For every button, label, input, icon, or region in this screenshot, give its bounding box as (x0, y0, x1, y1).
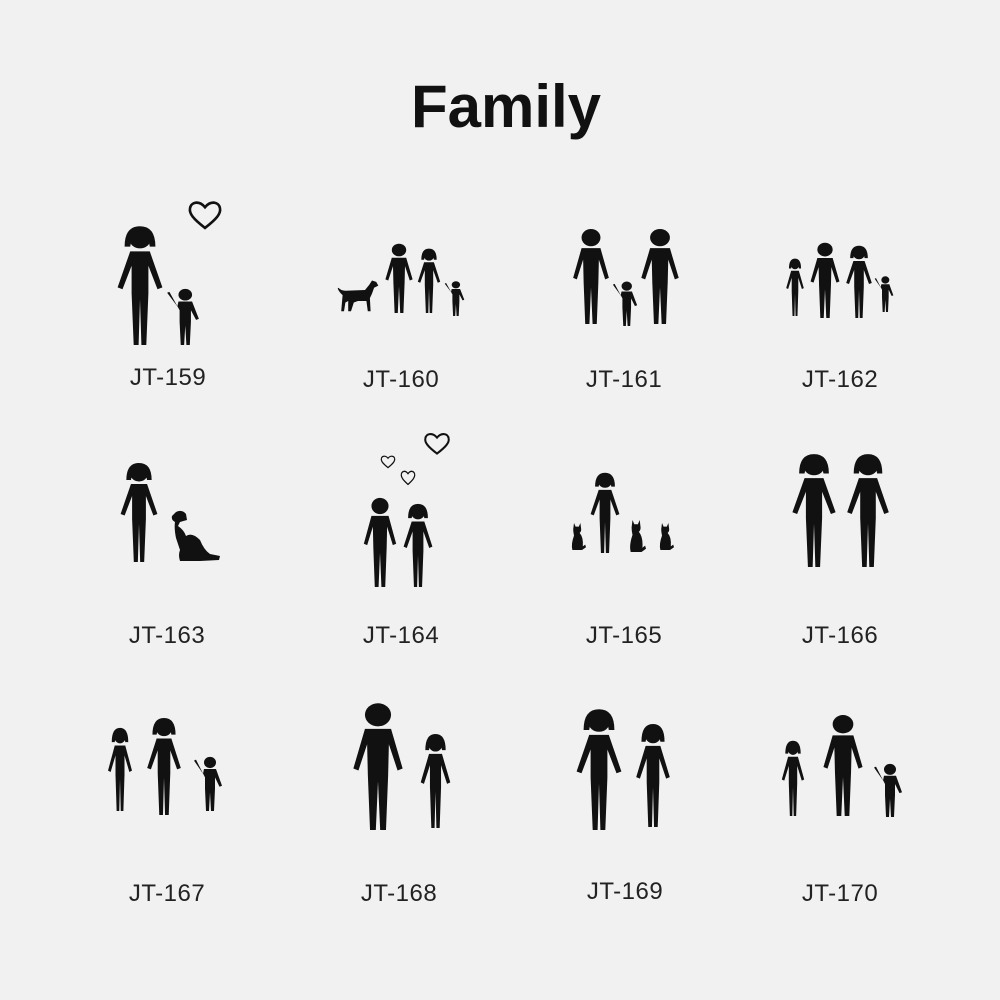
design-code-label: JT-163 (128, 622, 206, 649)
design-code-label: JT-168 (360, 880, 438, 907)
child-figure-icon (874, 763, 902, 817)
woman-figure-icon (420, 733, 451, 828)
child-figure-icon (167, 288, 199, 345)
woman-figure-icon (417, 248, 441, 313)
heart-icon (400, 470, 416, 486)
design-code-label: JT-162 (801, 366, 879, 393)
design-code-label: JT-161 (585, 366, 663, 393)
man-figure-icon (573, 228, 609, 324)
cat-icon (571, 523, 586, 550)
heart-icon (188, 201, 222, 230)
child-figure-icon (194, 756, 222, 811)
woman-figure-icon (120, 463, 158, 562)
woman-figure-icon (576, 709, 622, 830)
design-code-label: JT-160 (362, 366, 440, 393)
man-figure-icon (641, 228, 679, 324)
woman-figure-icon (590, 472, 620, 553)
child-figure-icon (612, 281, 638, 326)
design-code-label: JT-167 (128, 880, 206, 907)
girl-figure-icon (786, 258, 804, 316)
page-title: Family (410, 73, 602, 140)
woman-figure-icon (847, 454, 889, 567)
girl-figure-icon (781, 740, 805, 816)
design-code-label: JT-164 (362, 622, 440, 649)
woman-figure-icon (117, 226, 163, 345)
design-code-label: JT-159 (129, 364, 207, 391)
heart-icon (424, 433, 450, 455)
heart-icon (380, 455, 396, 469)
man-figure-icon (823, 715, 863, 816)
design-code-label: JT-170 (801, 880, 879, 907)
dog-icon (337, 280, 379, 312)
design-code-label: JT-165 (585, 622, 663, 649)
woman-figure-icon (792, 454, 836, 567)
design-code-label: JT-169 (586, 878, 664, 905)
design-code-label: JT-166 (801, 622, 879, 649)
cat-icon (659, 523, 674, 550)
cat-icon (630, 520, 646, 552)
man-figure-icon (353, 703, 403, 830)
man-figure-icon (385, 243, 413, 313)
child-figure-icon (874, 276, 894, 312)
girl-figure-icon (108, 727, 132, 811)
woman-figure-icon (846, 245, 872, 318)
sitting-dog-icon (171, 510, 220, 561)
man-figure-icon (810, 242, 840, 318)
woman-figure-icon (403, 503, 433, 587)
child-figure-icon (444, 281, 465, 316)
woman-figure-icon (636, 724, 670, 827)
man-figure-icon (363, 497, 397, 587)
woman-figure-icon (147, 717, 181, 815)
